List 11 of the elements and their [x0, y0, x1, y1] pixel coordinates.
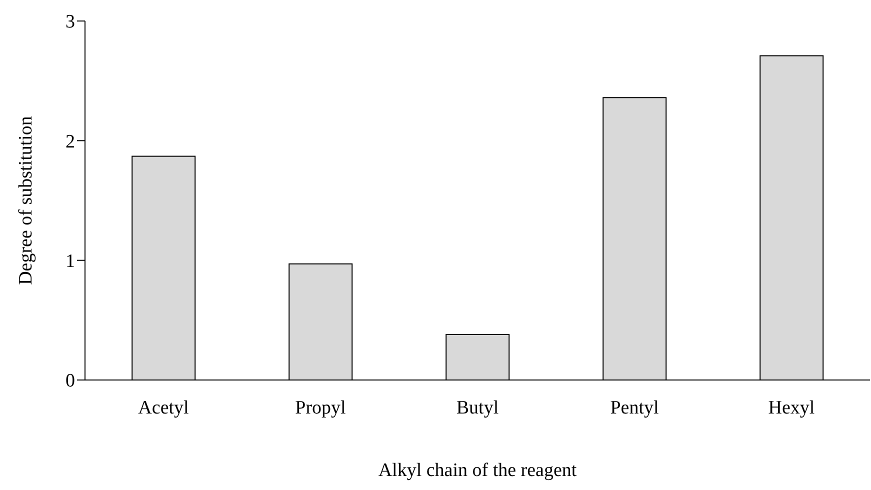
y-tick-label: 1	[66, 251, 75, 272]
y-tick-label: 2	[66, 131, 75, 152]
x-tick-label: Butyl	[456, 397, 499, 418]
x-tick-label: Hexyl	[768, 397, 815, 418]
y-tick-label: 3	[66, 12, 75, 33]
x-axis-title: Alkyl chain of the reagent	[378, 460, 578, 481]
x-tick-label: Propyl	[295, 397, 346, 418]
y-axis-title: Degree of substitution	[16, 116, 37, 285]
x-tick-label: Acetyl	[138, 397, 189, 418]
x-tick-label: Pentyl	[610, 397, 659, 418]
y-tick-label: 0	[66, 370, 75, 392]
